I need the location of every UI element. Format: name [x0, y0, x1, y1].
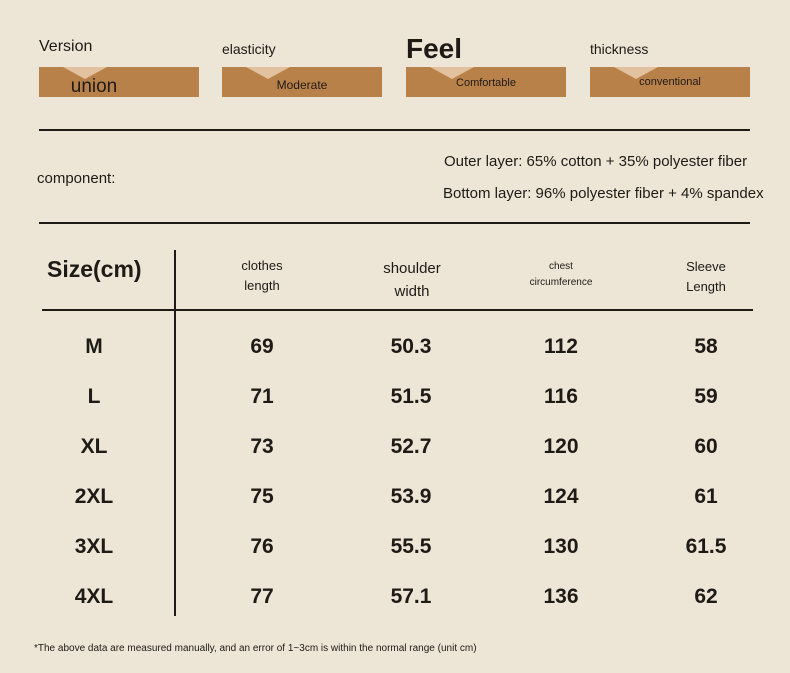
- measure-cell: 58: [694, 335, 718, 358]
- attr-feel: Feel Comfortable: [406, 33, 568, 97]
- col-head-shoulder: shoulder width: [352, 257, 472, 303]
- size-cell: 2XL: [74, 485, 114, 508]
- col-head-chest-l2: circumference: [529, 277, 593, 288]
- measure-cell: 136: [543, 585, 579, 608]
- measure-cell: 62: [694, 585, 718, 608]
- measure-cell: 55.5: [390, 535, 432, 558]
- attr-elasticity-title: elasticity: [222, 41, 276, 57]
- measure-cell: 130: [543, 535, 579, 558]
- size-cell: 4XL: [74, 585, 114, 608]
- size-cell: M: [85, 335, 103, 358]
- measure-cell: 73: [250, 435, 274, 458]
- col-head-shoulder-l1: shoulder: [383, 260, 441, 277]
- divider-middle: [39, 222, 750, 224]
- attr-thickness-value: conventional: [639, 76, 701, 88]
- attr-version: Version union: [39, 36, 201, 97]
- attr-elasticity-bar: [222, 67, 382, 97]
- measure-cell: 61.5: [685, 535, 727, 558]
- attr-version-bar: [39, 67, 199, 97]
- col-head-shoulder-l2: width: [394, 283, 430, 300]
- col-head-length-l2: length: [244, 278, 280, 293]
- attr-thickness-title: thickness: [590, 41, 649, 57]
- footnote: *The above data are measured manually, a…: [34, 643, 477, 654]
- col-head-length: clothes length: [202, 256, 322, 296]
- measure-cell: 116: [544, 385, 578, 408]
- attr-feel-value: Comfortable: [456, 77, 516, 89]
- attr-feel-bar: [406, 67, 566, 97]
- component-bottom: Bottom layer: 96% polyester fiber + 4% s…: [443, 185, 764, 202]
- size-cell: 3XL: [74, 535, 114, 558]
- attr-thickness: thickness conventional: [590, 38, 752, 97]
- col-head-chest: chest circumference: [501, 259, 621, 291]
- table-header-line: [42, 309, 753, 311]
- attr-elasticity-value: Moderate: [276, 78, 328, 92]
- measure-cell: 50.3: [390, 335, 432, 358]
- size-header: Size(cm): [47, 256, 142, 282]
- component-outer: Outer layer: 65% cotton + 35% polyester …: [444, 153, 748, 170]
- measure-cell: 77: [250, 585, 274, 608]
- measure-cell: 53.9: [390, 485, 432, 508]
- measure-cell: 76: [250, 535, 274, 558]
- measure-cell: 61: [694, 485, 718, 508]
- col-head-chest-l1: chest: [549, 261, 573, 272]
- measure-cell: 59: [694, 385, 718, 408]
- measure-cell: 60: [694, 435, 718, 458]
- measure-cell: 57.1: [390, 585, 432, 608]
- col-head-length-l1: clothes: [241, 258, 283, 273]
- measure-cell: 51.5: [390, 385, 432, 408]
- attr-elasticity: elasticity Moderate: [222, 38, 384, 97]
- measure-cell: 71: [250, 385, 274, 408]
- component-label: component:: [37, 170, 116, 187]
- col-head-sleeve-l1: Sleeve: [686, 259, 726, 274]
- attr-version-value: union: [70, 76, 118, 97]
- col-head-sleeve-l2: Length: [686, 279, 726, 294]
- table-vertical-line: [174, 250, 176, 616]
- measure-cell: 52.7: [390, 435, 432, 458]
- attr-feel-title: Feel: [406, 33, 463, 64]
- size-cell: L: [87, 385, 101, 408]
- measure-cell: 112: [544, 335, 578, 358]
- attr-version-title: Version: [39, 38, 93, 55]
- measure-cell: 75: [250, 485, 274, 508]
- attr-thickness-bar: [590, 67, 750, 97]
- measure-cell: 69: [250, 335, 274, 358]
- col-head-sleeve: Sleeve Length: [646, 257, 766, 297]
- size-cell: XL: [80, 435, 108, 458]
- divider-top: [39, 129, 750, 131]
- measure-cell: 124: [543, 485, 579, 508]
- measure-cell: 120: [543, 435, 579, 458]
